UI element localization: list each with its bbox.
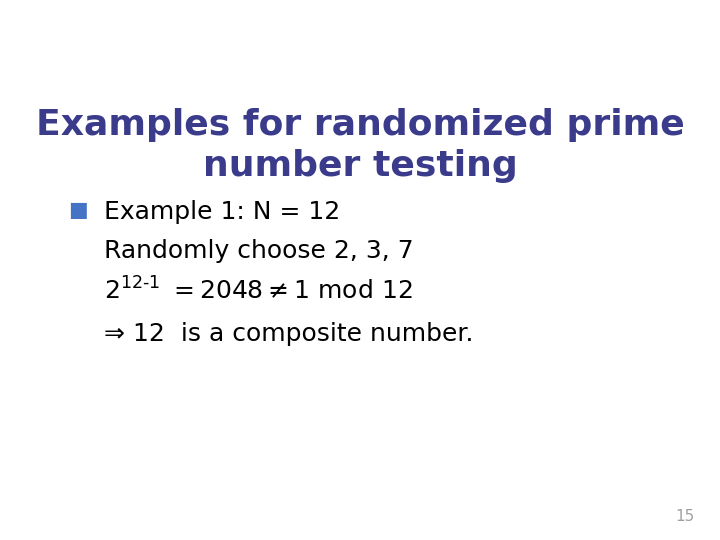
- Text: 15: 15: [675, 509, 695, 524]
- Text: Randomly choose 2, 3, 7: Randomly choose 2, 3, 7: [104, 239, 414, 262]
- Text: $2^{12\mathsf{\text{-}}1}$ $= 2048 \neq 1\ \mathrm{mod}\ 12$: $2^{12\mathsf{\text{-}}1}$ $= 2048 \neq …: [104, 278, 413, 305]
- Text: Examples for randomized prime
number testing: Examples for randomized prime number tes…: [35, 108, 685, 183]
- Text: ■: ■: [68, 200, 88, 220]
- Text: Example 1: N = 12: Example 1: N = 12: [104, 200, 341, 224]
- Text: ⇒ 12  is a composite number.: ⇒ 12 is a composite number.: [104, 322, 474, 346]
